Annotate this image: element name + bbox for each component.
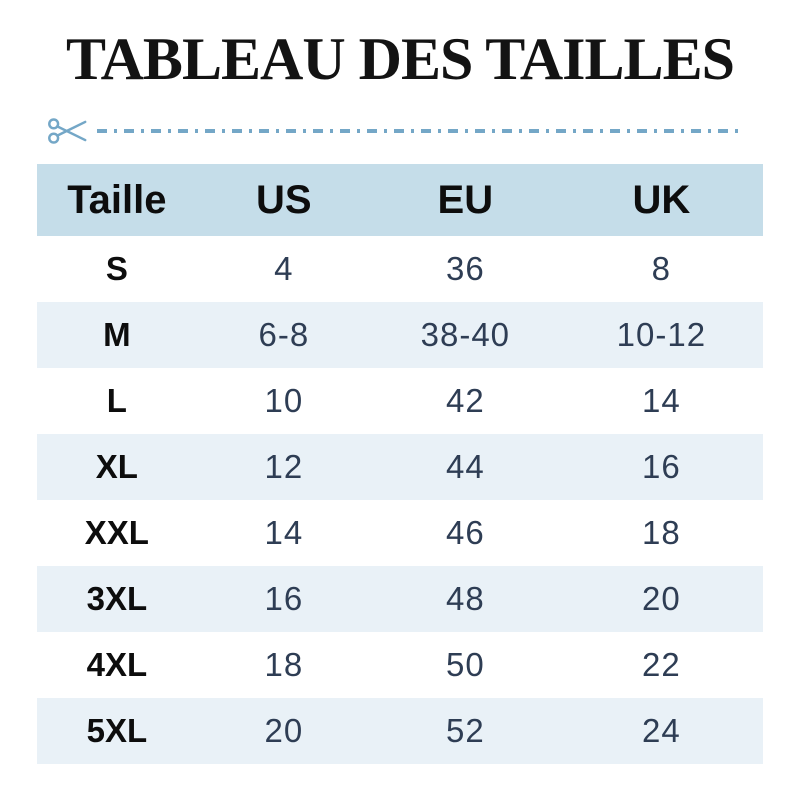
table-row: 4XL 18 50 22 [37,632,763,698]
table-body: S 4 36 8 M 6-8 38-40 10-12 L 10 42 14 XL… [37,236,763,764]
table-row: M 6-8 38-40 10-12 [37,302,763,368]
table-row: XXL 14 46 18 [37,500,763,566]
uk-value: 22 [641,646,681,683]
table-row: 3XL 16 48 20 [37,566,763,632]
uk-value: 20 [641,580,681,617]
eu-value: 38-40 [420,316,511,353]
table-row: S 4 36 8 [37,236,763,302]
size-label: L [106,382,127,419]
eu-value: 50 [445,646,485,683]
us-value: 4 [274,250,294,287]
eu-value: 52 [445,712,485,749]
uk-value: 18 [641,514,681,551]
size-label: XXL [84,514,149,551]
us-value: 18 [264,646,304,683]
uk-value: 14 [641,382,681,419]
size-label: S [105,250,128,287]
us-value: 14 [264,514,304,551]
us-value: 16 [264,580,304,617]
size-chart-table: Taille US EU UK S 4 36 8 M 6-8 38-40 10-… [37,164,763,764]
eu-value: 48 [445,580,485,617]
us-value: 6-8 [258,316,310,353]
cut-line [47,114,761,148]
size-label: M [103,316,131,353]
uk-value: 16 [641,448,681,485]
eu-value: 44 [445,448,485,485]
table-row: L 10 42 14 [37,368,763,434]
table-row: XL 12 44 16 [37,434,763,500]
header-cell-taille: Taille [37,164,197,236]
table-row: 5XL 20 52 24 [37,698,763,764]
uk-value: 8 [651,250,672,287]
page-title: TABLEAU DES TAILLES [66,26,735,92]
uk-value: 10-12 [616,316,707,353]
header-row: Taille US EU UK [37,164,763,236]
size-label: XL [95,448,138,485]
uk-value: 24 [641,712,681,749]
us-value: 10 [264,382,304,419]
eu-value: 42 [445,382,485,419]
dashed-cut-rule [97,129,743,133]
size-label: 5XL [86,712,148,749]
eu-value: 36 [445,250,485,287]
size-label: 3XL [86,580,148,617]
header-cell-eu: EU [370,164,560,236]
us-value: 12 [264,448,304,485]
us-value: 20 [264,712,304,749]
header-cell-uk: UK [559,164,763,236]
scissors-icon [48,118,87,144]
header-cell-us: US [196,164,371,236]
size-label: 4XL [86,646,148,683]
eu-value: 46 [445,514,485,551]
